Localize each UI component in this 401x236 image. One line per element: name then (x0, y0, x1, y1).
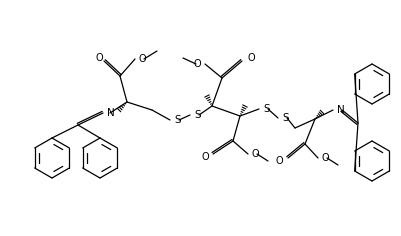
Text: S: S (281, 113, 288, 123)
Text: O: O (247, 53, 255, 63)
Text: O: O (251, 149, 259, 159)
Text: S: S (262, 104, 269, 114)
Text: O: O (275, 156, 282, 166)
Text: O: O (193, 59, 200, 69)
Text: N: N (107, 108, 114, 118)
Text: O: O (139, 54, 146, 64)
Text: O: O (321, 153, 329, 163)
Text: S: S (194, 110, 200, 120)
Text: S: S (174, 115, 180, 125)
Text: O: O (201, 152, 209, 162)
Text: O: O (95, 53, 103, 63)
Text: N: N (336, 105, 344, 115)
